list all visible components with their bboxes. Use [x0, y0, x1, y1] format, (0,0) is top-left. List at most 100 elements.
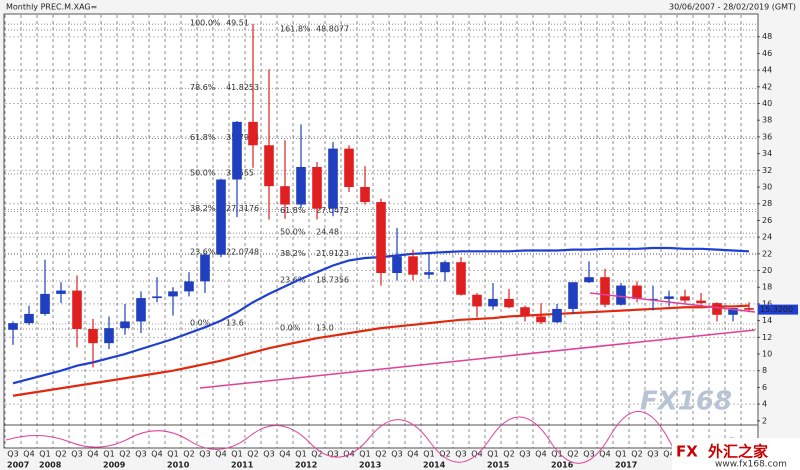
- fib-pct: 23.6%: [190, 248, 216, 257]
- x-tick-label: Q1: [231, 450, 242, 459]
- fib-value: 24.48: [316, 228, 339, 237]
- fib-value: 22.0748: [226, 248, 259, 257]
- year-label: 2011: [231, 461, 254, 470]
- candle-body: [712, 303, 722, 315]
- x-tick-label: Q4: [343, 450, 354, 459]
- candle-body: [696, 300, 706, 304]
- candle-body: [360, 187, 370, 203]
- y-tick-label: 48: [762, 32, 772, 41]
- x-tick-label: Q4: [23, 450, 34, 459]
- candle-body: [72, 290, 82, 329]
- x-tick-label: Q2: [119, 450, 130, 459]
- x-tick-label: Q4: [535, 450, 546, 459]
- candle-body: [680, 296, 690, 301]
- oscillator-line: [5, 410, 757, 470]
- candle-body: [200, 254, 210, 282]
- candle-body: [344, 148, 354, 188]
- candle-body: [472, 294, 482, 307]
- fib-pct: 78.6%: [190, 83, 216, 92]
- candle-body: [56, 290, 66, 294]
- fib-pct: 38.2%: [280, 249, 306, 258]
- y-tick-label: 38: [762, 116, 772, 125]
- x-tick-label: Q3: [263, 450, 274, 459]
- x-tick-label: Q1: [39, 450, 50, 459]
- x-tick-label: Q2: [183, 450, 194, 459]
- fib-value: 49.51: [226, 19, 249, 28]
- fib-value: 48.8077: [316, 24, 349, 33]
- candle-body: [376, 202, 386, 274]
- candle-body: [168, 291, 178, 297]
- x-tick-label: Q1: [295, 450, 306, 459]
- candle-body: [520, 307, 530, 317]
- fib-pct: 38.2%: [190, 204, 216, 213]
- candle-body: [552, 308, 562, 323]
- year-label: 2014: [423, 461, 446, 470]
- fib-pct: 61.8%: [190, 133, 216, 142]
- candle-body: [424, 272, 434, 275]
- y-tick-label: 32: [762, 166, 772, 175]
- candle-body: [312, 166, 322, 209]
- year-label: 2013: [359, 461, 381, 470]
- candle-body: [536, 316, 546, 323]
- candle-body: [120, 321, 130, 329]
- y-tick-label: 42: [762, 82, 772, 91]
- x-tick-label: Q2: [311, 450, 322, 459]
- y-tick-label: 36: [762, 132, 772, 141]
- fib-pct: 161.8%: [280, 24, 311, 33]
- x-tick-label: Q2: [631, 450, 642, 459]
- x-tick-label: Q4: [151, 450, 162, 459]
- candle-body: [232, 121, 242, 180]
- candle-body: [136, 298, 146, 322]
- y-tick-label: 4: [762, 400, 767, 409]
- y-tick-label: 10: [762, 350, 772, 359]
- candle-body: [152, 296, 162, 299]
- x-tick-label: Q2: [503, 450, 514, 459]
- x-tick-label: Q1: [167, 450, 178, 459]
- y-tick-label: 28: [762, 199, 772, 208]
- trend-line: [589, 292, 756, 313]
- price-tag-label: 15.3200: [760, 305, 793, 314]
- x-tick-label: Q2: [567, 450, 578, 459]
- x-tick-label: Q1: [615, 450, 626, 459]
- y-tick-label: 22: [762, 249, 772, 258]
- watermark: FX168: [640, 387, 732, 417]
- year-label: 2015: [487, 461, 510, 470]
- x-tick-label: Q2: [375, 450, 386, 459]
- y-tick-label: 46: [762, 49, 772, 58]
- x-tick-label: Q4: [87, 450, 98, 459]
- y-tick-label: 30: [762, 183, 772, 192]
- fib-value: 13.6: [226, 318, 244, 327]
- fib-value: 21.9123: [316, 249, 349, 258]
- candle-body: [184, 281, 194, 292]
- candle-body: [248, 121, 258, 146]
- fib-value: 41.8253: [226, 83, 259, 92]
- x-tick-label: Q1: [551, 450, 562, 459]
- candle-body: [728, 308, 738, 315]
- candle-body: [504, 298, 514, 308]
- candle-body: [264, 145, 274, 187]
- y-tick-label: 18: [762, 283, 772, 292]
- y-tick-label: 14: [762, 316, 772, 325]
- x-tick-label: Q3: [391, 450, 402, 459]
- candle-body: [584, 277, 594, 283]
- y-tick-label: 20: [762, 266, 772, 275]
- x-tick-label: Q2: [439, 450, 450, 459]
- y-tick-label: 6: [762, 383, 767, 392]
- x-tick-label: Q1: [359, 450, 370, 459]
- fib-pct: 100.0%: [190, 19, 221, 28]
- candle-body: [392, 256, 402, 274]
- year-label: 2017: [615, 461, 637, 470]
- x-tick-label: Q3: [455, 450, 466, 459]
- candle-body: [328, 148, 338, 209]
- price-tag: [758, 304, 798, 315]
- trend-line: [199, 329, 756, 389]
- candle-body: [104, 328, 114, 344]
- date-range: 30/06/2007 - 28/02/2019 (GMT): [669, 3, 796, 12]
- candle-body: [600, 277, 610, 305]
- x-tick-label: Q4: [407, 450, 418, 459]
- logo-url: www.fx168.com: [715, 460, 787, 470]
- candle-body: [8, 323, 18, 330]
- candle-body: [88, 328, 98, 344]
- chart-title: Monthly PREC.M.XAG=: [6, 3, 97, 12]
